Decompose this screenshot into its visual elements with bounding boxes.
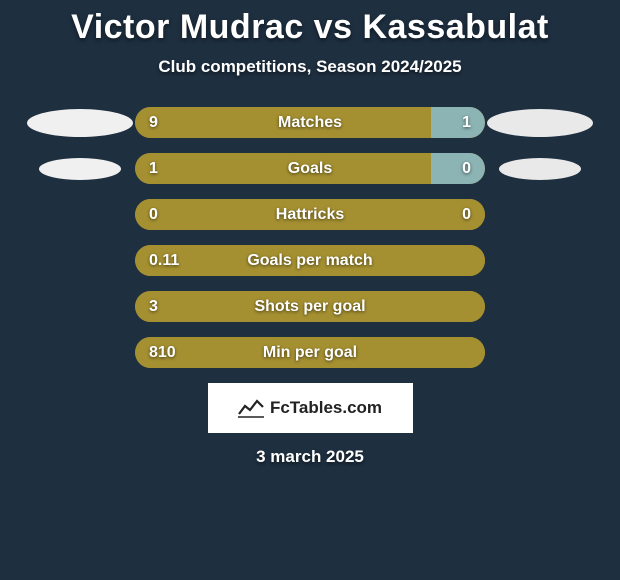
page-title: Victor Mudrac vs Kassabulat bbox=[0, 8, 620, 47]
stat-label: Hattricks bbox=[276, 206, 344, 224]
stat-row: 0 Hattricks 0 bbox=[0, 199, 620, 230]
stat-bar-left-fill bbox=[135, 153, 431, 184]
stat-value-left: 0.11 bbox=[149, 252, 179, 270]
player-right-logo bbox=[499, 158, 581, 180]
stat-row: 0.11 Goals per match bbox=[0, 245, 620, 276]
brand-badge[interactable]: FcTables.com bbox=[208, 383, 413, 433]
stat-value-left: 9 bbox=[149, 114, 158, 132]
player-right-logo-slot bbox=[485, 158, 595, 180]
stat-label: Shots per goal bbox=[254, 298, 365, 316]
brand-text: FcTables.com bbox=[270, 398, 382, 418]
stat-row: 3 Shots per goal bbox=[0, 291, 620, 322]
stat-bar: 810 Min per goal bbox=[135, 337, 485, 368]
stat-value-left: 0 bbox=[149, 206, 158, 224]
player-left-logo-slot bbox=[25, 109, 135, 137]
stat-bar: 9 Matches 1 bbox=[135, 107, 485, 138]
stat-bar: 1 Goals 0 bbox=[135, 153, 485, 184]
subtitle: Club competitions, Season 2024/2025 bbox=[0, 57, 620, 77]
stat-row: 1 Goals 0 bbox=[0, 153, 620, 184]
stat-value-left: 1 bbox=[149, 160, 158, 178]
stat-bar: 0.11 Goals per match bbox=[135, 245, 485, 276]
stat-bar-right-fill bbox=[431, 153, 485, 184]
stat-value-right: 1 bbox=[462, 114, 471, 132]
stat-bar: 3 Shots per goal bbox=[135, 291, 485, 322]
stats-list: 9 Matches 1 1 Goals 0 0 Hattricks 0 0.11 Goals per… bbox=[0, 107, 620, 368]
brand-footer: FcTables.com bbox=[0, 383, 620, 433]
stat-row: 810 Min per goal bbox=[0, 337, 620, 368]
stat-value-right: 0 bbox=[462, 160, 471, 178]
player-right-logo-slot bbox=[485, 109, 595, 137]
player-left-logo-slot bbox=[25, 158, 135, 180]
player-left-logo bbox=[39, 158, 121, 180]
stat-value-right: 0 bbox=[462, 206, 471, 224]
stat-label: Matches bbox=[278, 114, 342, 132]
date-label: 3 march 2025 bbox=[0, 447, 620, 467]
stat-row: 9 Matches 1 bbox=[0, 107, 620, 138]
stat-label: Goals bbox=[288, 160, 332, 178]
comparison-card: Victor Mudrac vs Kassabulat Club competi… bbox=[0, 0, 620, 467]
stat-bar: 0 Hattricks 0 bbox=[135, 199, 485, 230]
brand-icon bbox=[238, 398, 264, 418]
player-right-logo bbox=[487, 109, 593, 137]
stat-value-left: 3 bbox=[149, 298, 158, 316]
stat-label: Min per goal bbox=[263, 344, 357, 362]
player-left-logo bbox=[27, 109, 133, 137]
stat-bar-right-fill bbox=[431, 107, 485, 138]
stat-value-left: 810 bbox=[149, 344, 176, 362]
stat-label: Goals per match bbox=[247, 252, 372, 270]
